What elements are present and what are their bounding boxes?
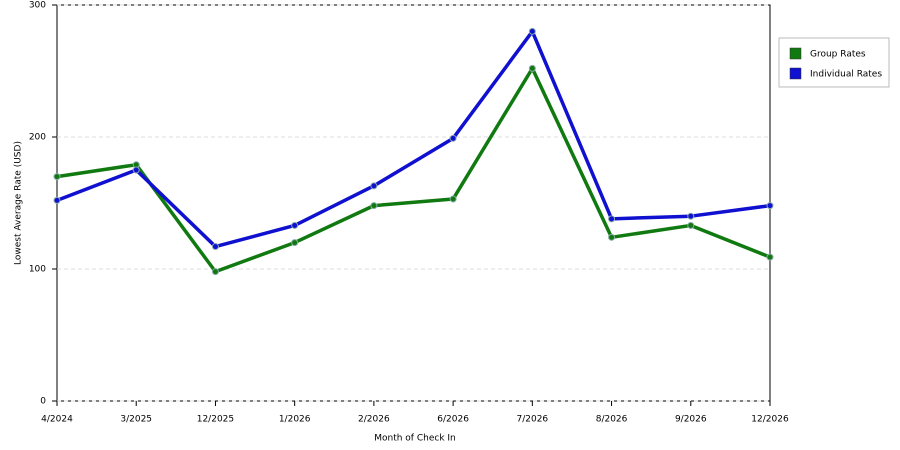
x-tick-label: 2/2026	[358, 415, 390, 425]
y-tick-label: 200	[29, 133, 46, 143]
x-tick-label: 7/2026	[516, 415, 548, 425]
data-point	[370, 202, 378, 210]
x-axis-label: Month of Check In	[374, 434, 456, 444]
x-tick-label: 6/2026	[437, 415, 469, 425]
data-point	[449, 134, 457, 142]
data-point	[53, 173, 61, 181]
x-tick-label: 8/2026	[596, 415, 628, 425]
legend-label: Individual Rates	[810, 70, 882, 80]
data-point	[211, 268, 219, 276]
legend-swatch	[789, 47, 802, 60]
data-point	[766, 253, 774, 261]
y-tick-label: 100	[29, 265, 46, 275]
data-point	[687, 212, 695, 220]
series-line	[56, 66, 771, 274]
y-tick-label: 300	[29, 1, 46, 11]
x-tick-label: 9/2026	[675, 415, 707, 425]
data-point	[608, 233, 616, 241]
data-point	[608, 215, 616, 223]
x-tick-label: 12/2026	[751, 415, 789, 425]
data-point	[370, 182, 378, 190]
x-tick-label: 12/2025	[197, 415, 234, 425]
y-axis-label: Lowest Average Rate (USD)	[14, 141, 24, 265]
x-tick-label: 1/2026	[279, 415, 311, 425]
data-point	[766, 202, 774, 210]
data-point	[53, 196, 61, 204]
legend-box	[778, 37, 890, 88]
data-point	[687, 221, 695, 229]
data-point	[449, 195, 457, 203]
data-point	[291, 221, 299, 229]
legend-label: Group Rates	[810, 50, 866, 60]
series-line	[56, 29, 771, 249]
legend-swatch	[789, 67, 802, 80]
y-tick-label: 0	[40, 397, 46, 407]
x-tick-label: 3/2025	[120, 415, 152, 425]
data-point	[132, 166, 140, 174]
data-point	[528, 27, 536, 35]
data-point	[291, 239, 299, 247]
x-tick-label: 4/2024	[41, 415, 73, 425]
data-point	[211, 243, 219, 251]
data-point	[528, 64, 536, 72]
